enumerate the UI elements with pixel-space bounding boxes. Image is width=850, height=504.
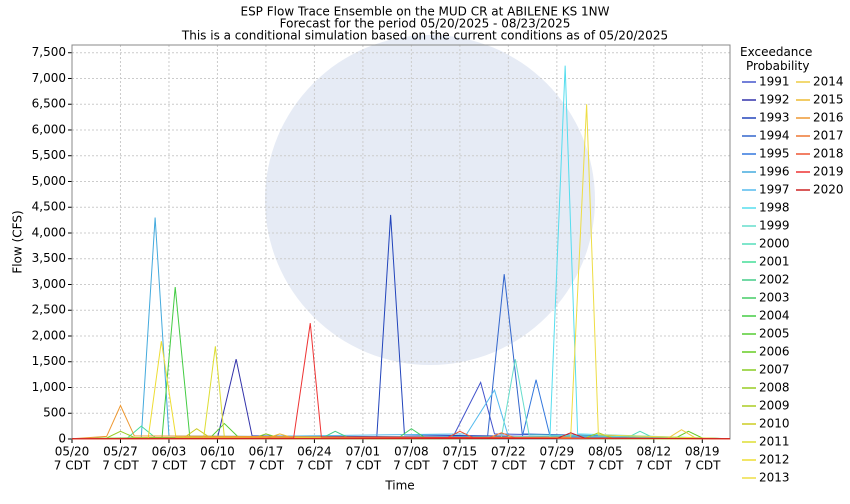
y-tick-label: 1,500 [32,354,66,368]
x-tick-label: 7 CDT [442,459,479,473]
x-tick-label: 7 CDT [248,459,285,473]
legend-label: 2017 [813,129,844,143]
y-tick-label: 1,000 [32,380,66,394]
legend-label: 2004 [759,309,790,323]
chart-subtitle: This is a conditional simulation based o… [181,29,668,43]
line [71,380,731,440]
y-tick-label: 7,500 [32,45,66,59]
legend-label: 2003 [759,291,790,305]
line [71,379,731,440]
legend-title: Exceedance Probability [740,45,812,73]
x-tick-label: 7 CDT [587,459,624,473]
y-tick-label: 3,000 [32,277,66,291]
legend-label: 2018 [813,147,844,161]
x-tick-label: 05/27 [103,445,138,459]
y-tick-label: 500 [43,406,66,420]
legend-label: 2011 [759,435,790,449]
legend-label: 1995 [759,147,790,161]
line [71,359,731,440]
legend-label: 2015 [813,93,844,107]
y-tick-label: 0 [58,432,66,446]
y-tick-label: 5,500 [32,148,66,162]
legend-label: 2012 [759,453,790,467]
watermark [265,35,595,365]
x-tick-label: 06/03 [152,445,187,459]
x-tick-label: 07/29 [540,445,575,459]
legend-label: 1991 [759,75,790,89]
legend-label: 2020 [813,183,844,197]
x-tick-label: 07/22 [491,445,526,459]
legend-label: 2010 [759,417,790,431]
y-tick-label: 7,000 [32,71,66,85]
legend-label: 2016 [813,111,844,125]
y-tick-label: 4,000 [32,225,66,239]
x-tick-label: 07/15 [443,445,478,459]
x-tick-label: 7 CDT [393,459,430,473]
legend-label: 2014 [813,75,844,89]
x-tick-label: 08/12 [637,445,672,459]
x-tick-label: 7 CDT [151,459,188,473]
y-tick-label: 5,000 [32,174,66,188]
legend-label: 1994 [759,129,790,143]
y-tick-label: 2,500 [32,303,66,317]
legend-label: 2002 [759,273,790,287]
legend-label: 2019 [813,165,844,179]
legend-label: 1999 [759,219,790,233]
legend-label: 1992 [759,93,790,107]
legend-label: 1997 [759,183,790,197]
y-axis-label: Flow (CFS) [11,210,25,273]
legend-label: 1998 [759,201,790,215]
x-tick-label: 06/17 [249,445,284,459]
legend-label: 2013 [759,471,790,485]
y-tick-label: 2,000 [32,328,66,342]
x-tick-label: 08/19 [685,445,720,459]
line [71,388,731,440]
legend-label: 2008 [759,381,790,395]
legend-label: 1996 [759,165,790,179]
x-tick-label: 7 CDT [345,459,382,473]
y-tick-label: 6,500 [32,97,66,111]
x-tick-label: 05/20 [55,445,90,459]
x-tick-label: 7 CDT [102,459,139,473]
legend-label: 2000 [759,237,790,251]
legend-title-part: Probability [746,59,809,73]
line [71,404,731,440]
legend-label: 2005 [759,327,790,341]
x-tick-label: 7 CDT [636,459,673,473]
legend-label: 2009 [759,399,790,413]
x-tick-label: 7 CDT [490,459,527,473]
x-tick-label: 7 CDT [684,459,721,473]
line [71,432,731,440]
line [71,359,731,440]
legend-label: 2006 [759,345,790,359]
y-tick-label: 3,500 [32,251,66,265]
legend-title-part: Exceedance [740,45,812,59]
y-tick-label: 4,500 [32,200,66,214]
x-tick-label: 7 CDT [199,459,236,473]
x-tick-label: 06/10 [200,445,235,459]
x-tick-label: 07/01 [346,445,381,459]
x-tick-label: 7 CDT [54,459,91,473]
x-axis-label: Time [384,479,414,493]
x-tick-label: 7 CDT [296,459,333,473]
legend-label: 2001 [759,255,790,269]
x-tick-label: 07/08 [394,445,429,459]
x-tick-label: 08/05 [588,445,623,459]
chart-title: ESP Flow Trace Ensemble on the MUD CR at… [240,5,609,19]
x-tick-label: 06/24 [297,445,332,459]
legend-label: 1993 [759,111,790,125]
x-tick-label: 7 CDT [539,459,576,473]
y-tick-label: 6,000 [32,122,66,136]
chart-subtitle: Forecast for the period 05/20/2025 - 08/… [280,17,571,31]
legend-label: 2007 [759,363,790,377]
